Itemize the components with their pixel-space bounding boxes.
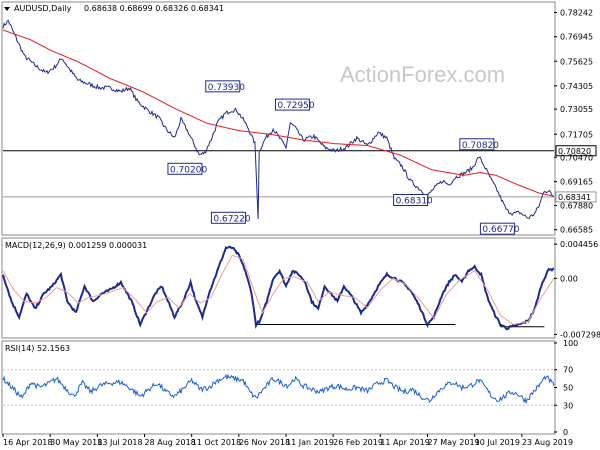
x-tick-label-4: 11 Oct 2018 <box>192 438 241 447</box>
price-tick-label-4: 0.73055 <box>560 105 593 114</box>
annotation-label-1: 0.70200 <box>170 165 207 175</box>
annotation-label-5: 0.70820 <box>462 141 499 151</box>
collapse-triangle-icon[interactable] <box>4 7 10 11</box>
watermark: ActionForex.com <box>340 62 505 87</box>
rsi-tick-label-1: 70 <box>563 366 573 375</box>
annotation-box-2 <box>210 211 246 224</box>
symbol-label: AUDUSD,Daily <box>14 4 72 13</box>
level-price-label-0: 0.70820 <box>558 147 591 156</box>
ohlc-values: 0.68638 0.68699 0.68326 0.68341 <box>84 4 224 13</box>
x-tick-label-1: 30 May 2018 <box>50 438 102 447</box>
price-tick-label-1: 0.76945 <box>560 33 593 42</box>
rsi-tick-label-0: 100 <box>563 339 578 348</box>
rsi-tick-label-3: 30 <box>563 401 573 410</box>
macd-panel: MACD(12,26,9) 0.001259 0.000031 0.004456… <box>1 237 600 339</box>
macd-panel-frame <box>1 237 556 339</box>
rsi-tick-label-2: 50 <box>563 384 573 393</box>
annotation-label-6: 0.66770 <box>482 225 519 235</box>
annotation-label-0: 0.73930 <box>208 83 245 93</box>
rsi-label: RSI(14) 52.1563 <box>5 344 70 353</box>
x-tick-label-8: 11 Apr 2019 <box>380 438 429 447</box>
price-tick-label-0: 0.78242 <box>560 9 593 18</box>
x-tick-label-0: 16 Apr 2018 <box>3 438 52 447</box>
price-tick-label-8: 0.67880 <box>560 202 593 211</box>
level-price-label-1: 0.68341 <box>558 193 591 202</box>
macd-label: MACD(12,26,9) 0.001259 0.000031 <box>5 241 147 250</box>
price-tick-label-3: 0.74305 <box>560 82 593 91</box>
series-line-rsi <box>2 373 555 404</box>
level-price-box-1 <box>555 191 597 203</box>
rsi-tick-label-4: 0 <box>563 428 568 437</box>
chart-header: AUDUSD,Daily 0.68638 0.68699 0.68326 0.6… <box>4 4 224 13</box>
x-tick-label-5: 26 Nov 2018 <box>239 438 290 447</box>
x-tick-label-7: 26 Feb 2019 <box>333 438 383 447</box>
x-tick-label-3: 28 Aug 2018 <box>145 438 196 447</box>
level-price-box-0 <box>555 145 597 157</box>
x-tick-label-11: 23 Aug 2019 <box>522 438 573 447</box>
annotation-box-1 <box>167 162 203 175</box>
rsi-panel: RSI(14) 52.1563 100 70 50 30 0 <box>1 339 578 437</box>
price-panel-frame <box>1 1 556 236</box>
price-tick-label-6: 0.70470 <box>560 153 593 162</box>
macd-tick-label-1: 0.00 <box>560 274 578 283</box>
series-line-signal <box>2 254 555 326</box>
macd-tick-label-0: 0.004456 <box>560 240 598 249</box>
annotation-box-0 <box>205 80 241 93</box>
price-panel: ActionForex.com 0.70820 0.68341 0.73930 0.… <box>1 1 597 236</box>
annotation-label-4: 0.68310 <box>396 196 433 206</box>
annotation-box-3 <box>274 98 310 111</box>
annotation-box-5 <box>459 138 495 151</box>
annotation-label-2: 0.67220 <box>213 214 250 224</box>
series-line-macd <box>2 245 555 331</box>
annotation-box-4 <box>393 193 429 206</box>
x-tick-label-2: 13 Jul 2018 <box>97 438 142 447</box>
price-tick-label-7: 0.69165 <box>560 178 593 187</box>
x-tick-label-6: 11 Jan 2019 <box>286 438 334 447</box>
price-tick-label-5: 0.71705 <box>560 130 593 139</box>
macd-tick-label-2: -0.007298 <box>560 330 600 339</box>
annotation-label-3: 0.72950 <box>277 101 314 111</box>
x-tick-label-10: 10 Jul 2019 <box>475 438 520 447</box>
series-line-moving-average <box>2 29 555 197</box>
x-tick-label-9: 27 May 2019 <box>428 438 480 447</box>
annotation-box-6 <box>479 222 515 235</box>
price-tick-label-2: 0.75625 <box>560 57 593 66</box>
price-tick-label-9: 0.66585 <box>560 226 593 235</box>
